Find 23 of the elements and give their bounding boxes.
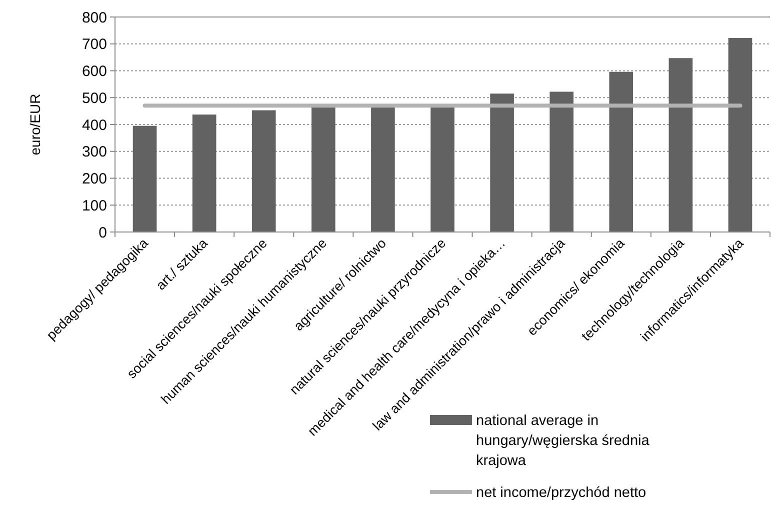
legend-label: national average in hungary/węgierska średnia krajowa	[476, 413, 650, 470]
y-tick-label: 0	[98, 224, 107, 242]
bar	[252, 110, 276, 232]
bar	[490, 94, 514, 232]
bar	[728, 38, 752, 232]
y-axis-title: euro/EUR	[27, 94, 43, 156]
bar	[132, 126, 157, 232]
y-tick-label: 600	[82, 63, 107, 80]
y-tick-label: 200	[82, 170, 107, 188]
bar	[668, 58, 693, 232]
y-tick-label: 700	[82, 36, 107, 54]
bar	[192, 114, 216, 232]
y-tick-label: 500	[82, 90, 107, 107]
bar	[312, 107, 336, 232]
legend-label: net income/przychód netto	[476, 485, 646, 502]
bar	[371, 107, 395, 232]
y-tick-label: 400	[82, 116, 107, 134]
y-tick-label: 300	[82, 144, 107, 161]
bar	[609, 72, 634, 232]
bar	[430, 107, 454, 232]
bar	[550, 92, 574, 232]
y-tick-label: 800	[82, 9, 107, 26]
y-tick-label: 100	[82, 197, 107, 214]
